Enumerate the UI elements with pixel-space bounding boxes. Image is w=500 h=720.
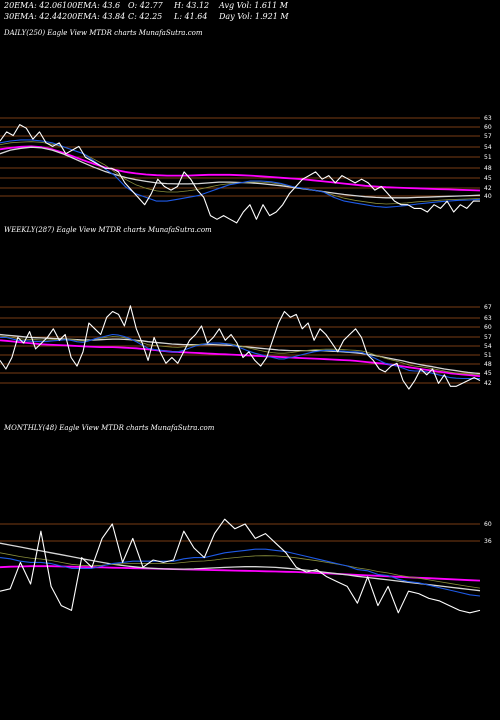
daily-panel-title: DAILY(250) Eagle View MTDR charts Munafa… bbox=[4, 29, 203, 37]
ema100-line bbox=[0, 333, 481, 375]
y-tick-label: 40 bbox=[484, 193, 492, 200]
y-tick-label: 51 bbox=[484, 154, 492, 161]
ema30-line bbox=[0, 335, 481, 375]
weekly-panel-title: WEEKLY(287) Eagle View MTDR charts Munaf… bbox=[4, 226, 212, 234]
y-tick-label: 60 bbox=[484, 124, 492, 131]
weekly-chart: 67 63 60 57 54 51 48 45 42 bbox=[0, 304, 492, 390]
ema30-line bbox=[0, 141, 481, 205]
y-tick-label: 42 bbox=[484, 185, 492, 192]
y-tick-label: 48 bbox=[484, 361, 492, 368]
y-tick-label: 36 bbox=[484, 538, 492, 545]
monthly-chart: 60 36 bbox=[0, 518, 492, 614]
stat-close: C: 42.25 bbox=[128, 12, 163, 21]
y-tick-label: 54 bbox=[484, 343, 492, 350]
ema20-line bbox=[0, 333, 480, 380]
y-tick-label: 63 bbox=[484, 315, 492, 322]
stat-20ema: 20EMA: 42.06 bbox=[4, 1, 63, 10]
stat-30ema: 30EMA: 42.44 bbox=[4, 12, 63, 21]
price-line bbox=[0, 305, 481, 390]
y-tick-label: 60 bbox=[484, 324, 492, 331]
y-tick-label: 42 bbox=[484, 380, 492, 387]
ema200-line bbox=[0, 339, 481, 378]
price-line bbox=[0, 124, 480, 224]
ema20-line bbox=[0, 139, 481, 208]
y-tick-label: 57 bbox=[484, 334, 492, 341]
y-tick-label: 57 bbox=[484, 133, 492, 140]
y-tick-label: 51 bbox=[484, 352, 492, 359]
y-tick-label: 60 bbox=[484, 521, 492, 528]
y-tick-label: 45 bbox=[484, 175, 492, 182]
ema200-line bbox=[0, 145, 481, 192]
y-tick-label: 67 bbox=[484, 304, 492, 311]
monthly-panel-title: MONTHLY(48) Eagle View MTDR charts Munaf… bbox=[4, 424, 215, 432]
price-line bbox=[0, 518, 481, 614]
stat-day-vol: Day Vol: 1.921 M bbox=[219, 12, 289, 21]
ema100-line bbox=[0, 146, 481, 199]
stat-100ema: 100EMA: 43.6 bbox=[62, 1, 121, 10]
stat-open: O: 42.77 bbox=[128, 1, 163, 10]
y-tick-label: 45 bbox=[484, 370, 492, 377]
stat-avg-vol: Avg Vol: 1.611 M bbox=[219, 1, 288, 10]
y-tick-label: 54 bbox=[484, 144, 492, 151]
stat-high: H: 43.12 bbox=[174, 1, 210, 10]
stat-low: L: 41.64 bbox=[174, 12, 208, 21]
stat-200ema: 200EMA: 43.84 bbox=[62, 12, 126, 21]
y-tick-label: 48 bbox=[484, 165, 492, 172]
y-tick-label: 63 bbox=[484, 115, 492, 122]
ema100-line bbox=[0, 542, 481, 592]
